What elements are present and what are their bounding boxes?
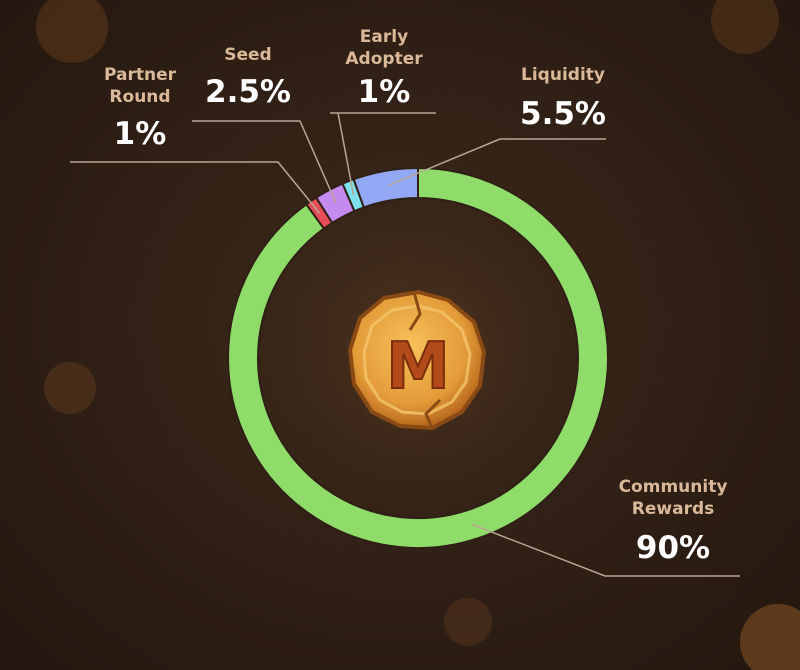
label-early-adopter: Early Adopter [345,27,423,69]
value-liquidity: 5.5% [520,96,606,132]
donut-slice-community-rewards [227,166,609,549]
value-early-adopter: 1% [357,74,411,110]
value-seed: 2.5% [205,74,291,110]
value-community-rewards: 90% [635,530,711,566]
donut-slice-liquidity [352,166,419,209]
value-partner-round: 1% [113,116,167,152]
coin-logo-icon: M [348,290,486,430]
label-liquidity: Liquidity [521,65,605,85]
label-partner-round: Partner Round [103,65,176,107]
leader-line-partner-round [70,161,321,214]
background-coins [36,0,800,670]
leader-line-early-adopter [330,112,436,196]
label-seed: Seed [224,45,272,65]
leader-line-seed [192,120,337,204]
label-community-rewards: Community Rewards [618,477,728,519]
coin-letter: M [386,330,450,404]
leader-lines [70,112,740,577]
leader-line-liquidity [387,138,606,187]
leader-line-community-rewards [471,523,740,577]
